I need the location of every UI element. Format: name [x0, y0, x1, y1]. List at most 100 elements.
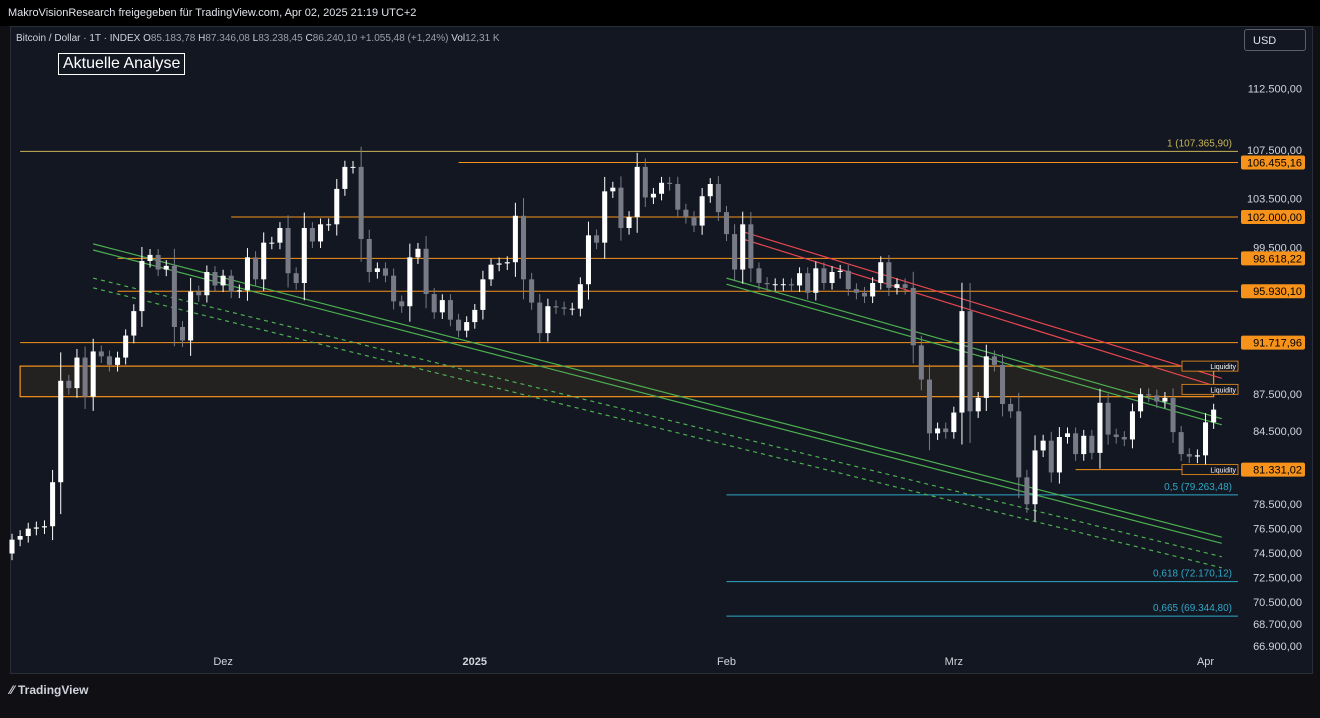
candle-body — [610, 187, 616, 192]
candle-body — [764, 283, 770, 285]
candle-body — [805, 273, 811, 293]
candle-body — [382, 268, 389, 276]
fib-label: 0,665 (69.344,80) — [1153, 603, 1232, 614]
price-badge — [1241, 155, 1305, 170]
candle-body — [1008, 404, 1014, 412]
candle-body — [163, 265, 169, 270]
y-tick-label: 74.500,00 — [1253, 548, 1302, 560]
candle-body — [918, 345, 924, 380]
candle-body — [98, 351, 104, 357]
trend-line — [726, 277, 1222, 420]
candle-body — [748, 224, 754, 269]
low-value: 83.238,45 — [258, 33, 303, 44]
y-tick-label: 87.500,00 — [1253, 389, 1302, 401]
candle-body — [870, 283, 876, 297]
trend-line — [93, 287, 1222, 569]
candle-body — [358, 166, 364, 239]
candle-body — [301, 228, 307, 283]
candle-body — [561, 307, 567, 309]
candle-body — [415, 248, 421, 258]
ohlc-legend: Bitcoin / Dollar · 1T · INDEX O85.183,78… — [16, 33, 500, 44]
candle-body — [845, 270, 851, 290]
candle-body — [545, 306, 551, 334]
candle-body — [326, 224, 332, 226]
candle-body — [813, 268, 819, 293]
candle-body — [285, 228, 291, 274]
candle-body — [399, 301, 405, 307]
currency-button[interactable]: USD — [1244, 29, 1306, 51]
liquidity-tag — [1181, 360, 1239, 372]
candle-body — [894, 284, 900, 288]
volume-value: 12,31 K — [465, 33, 500, 44]
price-badge-label: 81.331,02 — [1253, 465, 1302, 477]
tradingview-footer[interactable]: ⁄⁄ TradingView — [10, 683, 88, 697]
price-badge — [1241, 284, 1305, 299]
candle-body — [204, 272, 210, 296]
candle-body — [1105, 402, 1111, 435]
candle-body — [196, 291, 202, 296]
candle-body — [837, 270, 843, 272]
candle-body — [699, 196, 705, 226]
candle-body — [959, 311, 965, 413]
candle-body — [318, 224, 324, 242]
candle-body — [520, 215, 527, 280]
candle-body — [350, 166, 356, 168]
candle-body — [269, 242, 275, 244]
candle-body — [244, 257, 250, 291]
volume-label: Vol — [451, 33, 466, 44]
candle-body — [391, 275, 397, 302]
candle-body — [147, 254, 153, 261]
candle-body — [797, 273, 803, 286]
symbol-title[interactable]: Bitcoin / Dollar · 1T · INDEX — [16, 33, 141, 44]
candle-body — [82, 357, 88, 397]
candle-body — [309, 228, 315, 242]
price-badge-label: 91.717,96 — [1253, 338, 1302, 350]
candle-body — [504, 262, 510, 264]
candle-body — [788, 284, 794, 286]
candle-body — [707, 184, 713, 197]
candle-body — [50, 482, 56, 527]
candle-body — [683, 209, 689, 217]
y-tick-label: 107.500,00 — [1247, 145, 1302, 157]
x-tick-label: Apr — [1197, 656, 1214, 668]
analysis-annotation-box[interactable]: Aktuelle Analyse — [58, 53, 186, 75]
liquidity-tag — [1181, 464, 1239, 476]
candle-body — [179, 327, 186, 341]
candle-body — [878, 262, 884, 283]
candle-body — [66, 380, 72, 389]
candle-body — [17, 536, 23, 540]
close-label: C — [305, 33, 313, 44]
candle-body — [910, 287, 916, 346]
candle-body — [33, 527, 39, 529]
tradingview-logo-icon: ⁄⁄ — [10, 683, 15, 697]
liquidity-tag — [1181, 383, 1239, 395]
trend-line — [742, 231, 1222, 379]
candle-body — [253, 257, 259, 280]
candle-body — [529, 279, 535, 303]
candle-body — [732, 234, 738, 270]
candle-body — [1089, 435, 1095, 453]
candle-body — [334, 188, 340, 225]
candle-body — [293, 273, 299, 283]
candle-body — [634, 166, 640, 217]
x-tick-label: Dez — [213, 656, 233, 668]
candle-body — [618, 187, 624, 228]
candle-body — [123, 335, 129, 358]
candle-body — [821, 268, 827, 283]
candle-body — [74, 357, 80, 389]
liquidity-label: Liquidity — [1210, 364, 1236, 371]
price-badge-label: 95.930,10 — [1253, 286, 1302, 298]
candle-body — [569, 308, 575, 310]
candle-body — [642, 166, 648, 198]
candle-body — [740, 224, 746, 270]
candle-body — [902, 284, 908, 288]
candle-body — [1146, 394, 1152, 396]
candle-body — [723, 212, 730, 235]
candle-body — [1154, 395, 1160, 402]
candle-body — [41, 526, 47, 528]
trend-line — [726, 283, 1222, 426]
candle-body — [926, 379, 932, 434]
high-value: 87.346,08 — [205, 33, 250, 44]
candle-body — [886, 262, 892, 288]
